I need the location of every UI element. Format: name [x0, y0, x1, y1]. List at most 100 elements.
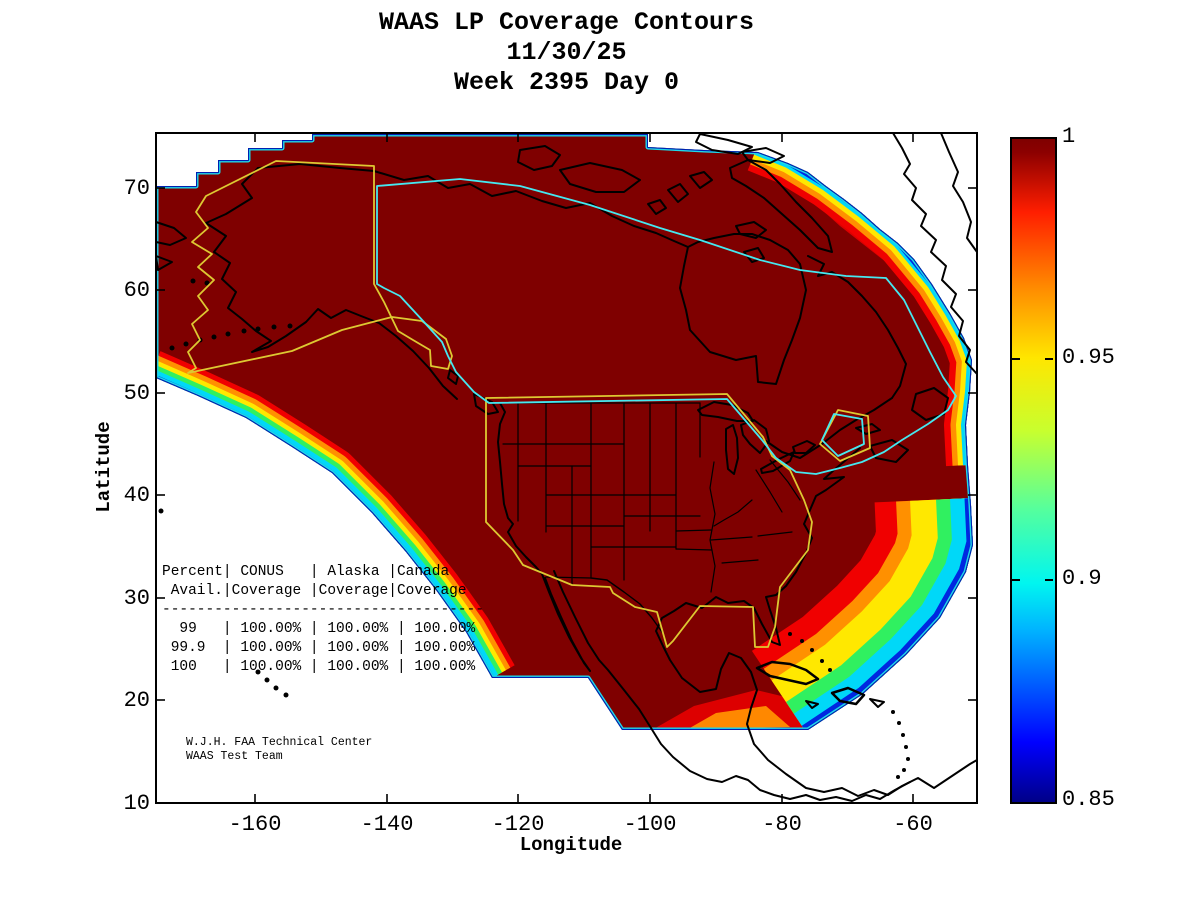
colorbar-tick-label: 0.85 — [1062, 787, 1115, 812]
x-tick-label: -140 — [360, 812, 414, 837]
aleutian-islands-dots — [271, 324, 277, 330]
colorbar-tick-mark — [1012, 357, 1020, 360]
coverage-region — [156, 134, 973, 730]
y-tick-label: 70 — [123, 176, 150, 201]
aleutian-islands-dots — [255, 326, 261, 332]
boothia-peninsula — [667, 183, 689, 203]
southampton-island — [735, 221, 767, 239]
aleutian-islands-dots — [190, 278, 196, 284]
bahamas-dots — [820, 659, 824, 663]
bahamas-dots — [800, 639, 804, 643]
colorbar-tick-mark — [1012, 579, 1020, 582]
x-tick-label: -160 — [228, 812, 282, 837]
hawaii-dots — [283, 692, 289, 698]
chart-week-day: Week 2395 Day 0 — [453, 68, 680, 97]
coast-labrador — [807, 255, 907, 399]
hawaii-dots — [264, 677, 270, 683]
vancouver-island — [473, 393, 499, 415]
state-line — [757, 531, 793, 537]
se-orange-patch — [688, 706, 790, 729]
colorbar-gradient — [1012, 139, 1055, 802]
foxe-island — [743, 247, 765, 263]
lesser-antilles-dots — [896, 775, 900, 779]
y-tick-label: 60 — [123, 278, 150, 303]
x-tick-label: -100 — [623, 812, 677, 837]
x-tick-label: -80 — [762, 812, 802, 837]
aleutian-islands-dots — [158, 508, 164, 514]
somerset-island — [689, 171, 713, 189]
colorbar-tick-mark — [1045, 579, 1053, 582]
lesser-antilles-dots — [901, 733, 905, 737]
colorbar-tick-label: 1 — [1062, 124, 1076, 149]
devon-island — [741, 147, 785, 164]
jamaica — [805, 700, 819, 709]
colorbar-tick-label: 0.95 — [1062, 344, 1115, 370]
banks-island — [517, 145, 561, 171]
gulf-of-california — [553, 570, 911, 802]
lesser-antilles-dots — [906, 757, 910, 761]
y-tick-label: 30 — [123, 586, 150, 611]
gulf-st-lawrence — [765, 397, 893, 459]
lake-michigan — [725, 424, 739, 475]
service-volume-maritimes-cyan — [821, 413, 865, 457]
king-william-island — [647, 199, 667, 215]
lake-erie — [760, 451, 795, 474]
coverage-availability-table: Percent| CONUS | Alaska |Canada Avail.|C… — [162, 564, 484, 675]
state-line — [755, 469, 783, 513]
service-volume-conus-yellow — [485, 393, 813, 648]
state-line — [721, 559, 759, 564]
mississippi-river — [709, 461, 716, 593]
aleutian-islands-dots — [241, 328, 247, 334]
lake-huron — [740, 419, 770, 454]
newfoundland — [911, 387, 949, 421]
x-tick-label: -120 — [491, 812, 545, 837]
cuba — [755, 660, 820, 686]
x-axis-label: Longitude — [519, 834, 623, 856]
greenland-east-coast — [940, 132, 978, 253]
aleutian-islands-dots — [204, 280, 210, 286]
coast-east-gulf-mexico — [655, 447, 978, 797]
y-tick-label: 10 — [123, 791, 150, 816]
aleutian-islands-dots — [287, 323, 293, 329]
colorbar — [1010, 137, 1057, 804]
coast-arctic-mainland — [373, 170, 689, 248]
colorbar-tick-mark — [1045, 357, 1053, 360]
state-line — [713, 499, 753, 527]
state-line — [710, 536, 753, 541]
coast-alaska-west-south — [205, 167, 458, 400]
coast-west — [497, 402, 591, 672]
hispaniola — [830, 686, 866, 706]
puerto-rico — [869, 698, 885, 708]
lesser-antilles-dots — [897, 721, 901, 725]
bahamas-dots — [788, 632, 792, 636]
service-volume-canada-cyan — [376, 178, 957, 475]
aleutian-islands-dots — [183, 341, 189, 347]
lesser-antilles-dots — [902, 768, 906, 772]
aleutian-islands-dots — [225, 331, 231, 337]
hawaii-dots — [273, 685, 279, 691]
haida-gwaii — [447, 369, 459, 385]
y-tick-label: 40 — [123, 483, 150, 508]
coast-alaska-north — [257, 163, 375, 172]
state-line — [769, 459, 801, 501]
chart-date: 11/30/25 — [506, 38, 627, 67]
lesser-antilles-dots — [904, 745, 908, 749]
baffin-island — [729, 159, 833, 253]
bahamas-dots — [810, 648, 814, 652]
state-line — [675, 548, 713, 551]
service-volume-alaska-yellow — [187, 160, 453, 374]
state-line — [675, 529, 712, 532]
y-tick-label: 20 — [123, 688, 150, 713]
chart-title: WAAS LP Coverage Contours — [378, 8, 755, 37]
rio-grande — [590, 577, 663, 633]
lake-ontario — [792, 440, 816, 454]
lesser-antilles-dots — [891, 710, 895, 714]
colorbar-tick-label: 0.9 — [1062, 566, 1102, 592]
victoria-island — [559, 162, 641, 193]
hawaii-dots — [255, 669, 261, 675]
aleutian-islands-dots — [211, 334, 217, 340]
x-tick-label: -60 — [893, 812, 933, 837]
y-tick-label: 50 — [123, 381, 150, 406]
aleutian-islands-dots — [169, 345, 175, 351]
